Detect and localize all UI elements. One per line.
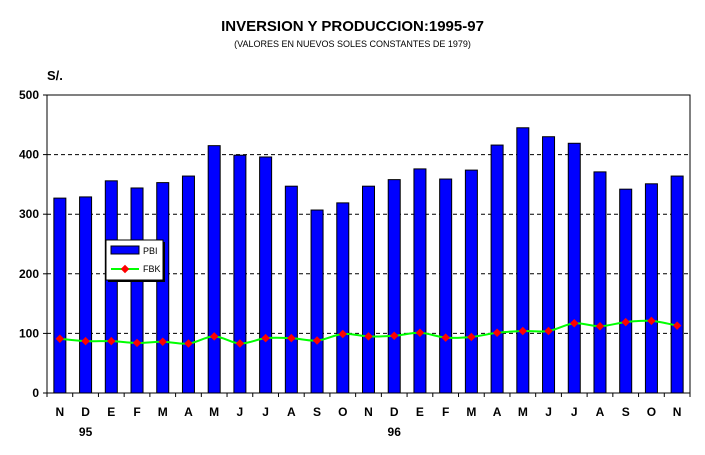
fbk-point <box>338 329 348 339</box>
x-tick-label: F <box>133 405 140 419</box>
pbi-bar <box>104 180 118 394</box>
x-tick-label: D <box>81 405 90 419</box>
pbi-bar <box>542 136 556 394</box>
x-tick-label: N <box>56 405 65 419</box>
x-tick-label: F <box>442 405 449 419</box>
fbk-point <box>672 321 682 330</box>
x-tick-label: O <box>338 405 347 419</box>
fbk-point <box>595 322 605 331</box>
x-tick-labels: N D E F M A M J J A S O N D E F M A M J J A S O N 95 96 <box>56 405 682 439</box>
x-tick-label: M <box>518 405 528 419</box>
y-tick-label: 300 <box>19 207 39 221</box>
pbi-bar <box>336 202 350 394</box>
pbi-bar <box>464 169 478 394</box>
fbk-point <box>467 332 476 342</box>
pbi-bar <box>593 171 607 394</box>
fbk-line <box>55 316 682 348</box>
year-label: 95 <box>79 425 93 439</box>
y-tick-label: 500 <box>19 88 39 102</box>
fbk-point <box>312 336 322 345</box>
fbk-point <box>492 328 502 338</box>
pbi-bar <box>670 175 684 394</box>
fbk-point <box>81 336 90 346</box>
pbi-bar <box>490 144 504 394</box>
x-tick-label: J <box>571 405 578 419</box>
y-tick-label: 200 <box>19 267 39 281</box>
fbk-point <box>415 328 425 338</box>
pbi-bar <box>53 197 67 394</box>
fbk-point <box>55 334 65 344</box>
y-tick-label: 400 <box>19 148 39 162</box>
x-tick-label: A <box>287 405 296 419</box>
fbk-point <box>647 316 656 326</box>
y-tick-labels: 0 100 200 300 400 500 <box>19 88 39 400</box>
y-tick-label: 100 <box>19 326 39 340</box>
pbi-bar <box>439 178 453 394</box>
pbi-bar <box>259 156 273 394</box>
pbi-bar <box>207 145 221 394</box>
y-axis-label: S/. <box>47 68 63 83</box>
pbi-bar <box>387 179 401 394</box>
fbk-point <box>441 333 450 342</box>
fbk-point <box>235 339 245 348</box>
x-tick-label: M <box>209 405 219 419</box>
pbi-bar <box>516 127 530 394</box>
fbk-point <box>209 332 219 341</box>
x-tick-label: N <box>673 405 682 419</box>
x-tick-label: A <box>184 405 193 419</box>
axes <box>46 94 691 397</box>
pbi-bar <box>413 168 427 394</box>
pbi-bar <box>181 175 195 394</box>
fbk-point <box>544 326 553 336</box>
pbi-bar <box>233 154 247 394</box>
x-tick-label: M <box>466 405 476 419</box>
legend-fbk-marker <box>120 264 130 274</box>
plot-frame <box>46 94 691 394</box>
x-tick-label: J <box>262 405 269 419</box>
fbk-point <box>107 336 116 346</box>
chart-subtitle: (VALORES EN NUEVOS SOLES CONSTANTES DE 1… <box>234 39 471 49</box>
x-tick-label: M <box>158 405 168 419</box>
fbk-point <box>518 326 528 336</box>
x-tick-label: D <box>390 405 399 419</box>
pbi-bar <box>362 185 375 394</box>
y-tick-label: 0 <box>32 386 39 400</box>
pbi-bar <box>130 187 144 394</box>
x-tick-label: A <box>596 405 605 419</box>
pbi-bar <box>567 142 581 394</box>
pbi-bar <box>644 183 658 394</box>
fbk-point <box>621 317 630 327</box>
fbk-point <box>570 319 579 328</box>
pbi-bar <box>310 209 324 394</box>
legend-pbi-swatch <box>110 245 140 255</box>
fbk-point <box>287 333 296 343</box>
fbk-point <box>158 337 167 346</box>
x-tick-label: J <box>237 405 244 419</box>
x-tick-label: E <box>107 405 115 419</box>
fbk-point <box>132 338 142 348</box>
x-tick-label: O <box>647 405 656 419</box>
x-tick-label: J <box>545 405 552 419</box>
pbi-bar <box>284 185 298 394</box>
pbi-bar <box>156 182 170 394</box>
fbk-point <box>261 333 270 343</box>
chart-title: INVERSION Y PRODUCCION:1995-97 <box>221 18 484 35</box>
x-tick-label: N <box>364 405 373 419</box>
x-tick-label: S <box>622 405 630 419</box>
pbi-bar <box>79 196 93 394</box>
x-tick-label: S <box>313 405 321 419</box>
fbk-point <box>184 339 193 348</box>
legend-pbi-label: PBI <box>143 246 158 256</box>
x-tick-label: E <box>416 405 424 419</box>
fbk-point <box>364 332 373 341</box>
pbi-bar <box>619 188 633 394</box>
legend-fbk-label: FBK <box>143 264 161 274</box>
fbk-point <box>389 331 399 341</box>
x-tick-label: A <box>493 405 502 419</box>
year-label: 96 <box>388 425 402 439</box>
legend: PBI FBK <box>105 239 165 282</box>
